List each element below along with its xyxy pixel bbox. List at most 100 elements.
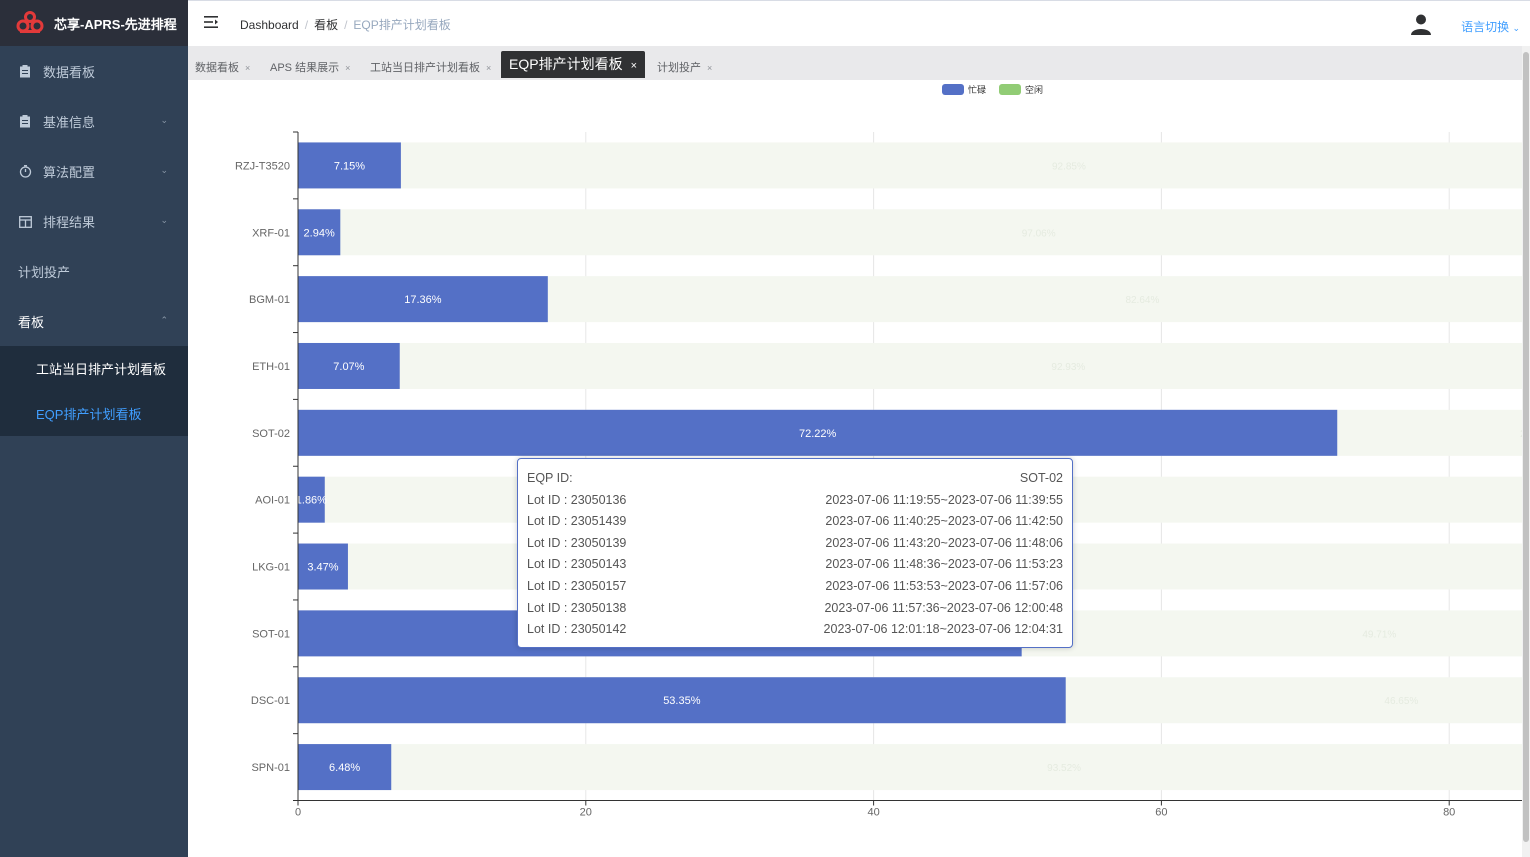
chart-label-busy: 7.15% xyxy=(334,160,365,172)
chart-bar-busy xyxy=(298,677,1066,724)
close-icon[interactable]: × xyxy=(345,63,351,73)
chart-x-tick-label: 60 xyxy=(1155,807,1167,819)
chart-category-label: AOI-01 xyxy=(255,495,290,507)
tooltip-lot-row: Lot ID : 23050157 2023-07-06 11:53:53~202… xyxy=(527,576,1063,598)
sidebar-item-plan-production[interactable]: 计划投产 xyxy=(0,246,188,296)
tag-label: APS 结果展示 xyxy=(270,62,340,74)
app-logo-icon xyxy=(16,11,44,33)
chart-bar-busy xyxy=(298,543,348,590)
sidebar-item-base-info[interactable]: 基准信息 ⌄ xyxy=(0,96,188,146)
chart-label-busy: 2.94% xyxy=(304,227,335,239)
scrollbar-thumb[interactable] xyxy=(1523,52,1529,842)
chart-bar-idle xyxy=(298,342,1522,389)
tag-data-board[interactable]: 数据看板 × xyxy=(195,59,250,75)
sidebar: 芯享-APRS-先进排程 数据看板 基准信息 ⌄ 算法配置 ⌄ 排程结果 ⌄ 计… xyxy=(0,0,188,857)
chart-x-tick-label: 0 xyxy=(295,807,301,819)
breadcrumb-item[interactable]: Dashboard xyxy=(240,18,299,32)
chart-label-busy: 3.47% xyxy=(307,562,338,574)
user-avatar-icon[interactable] xyxy=(1410,13,1432,35)
tags-view: 数据看板 × APS 结果展示 × 工站当日排产计划看板 × EQP排产计划看板 × 计… xyxy=(188,46,1522,80)
chart-category-label: XRF-01 xyxy=(252,227,290,239)
chart-bar-busy xyxy=(298,142,401,189)
tooltip-lot-time: 2023-07-06 12:01:18~2023-07-06 12:04:31 xyxy=(823,622,1063,637)
close-icon[interactable]: × xyxy=(707,63,713,73)
sidebar-item-label: 数据看板 xyxy=(43,64,96,80)
chart-bar-busy xyxy=(298,209,341,256)
language-switch[interactable]: 语言切换 ⌄ xyxy=(1461,18,1520,35)
page-scrollbar[interactable] xyxy=(1522,46,1530,857)
chart-label-busy: 53.35% xyxy=(663,695,701,707)
sidebar-item-label: 看板 xyxy=(18,314,45,330)
sidebar-item-algorithm-config[interactable]: 算法配置 ⌄ xyxy=(0,146,188,196)
tooltip-lot-id: Lot ID : 23050157 xyxy=(527,578,627,593)
chart-bar-busy xyxy=(298,744,392,791)
tooltip-lot-id: Lot ID : 23050136 xyxy=(527,492,627,507)
legend-swatch-idle xyxy=(999,84,1021,95)
close-icon[interactable]: × xyxy=(630,60,638,72)
tooltip-lot-id: Lot ID : 23050142 xyxy=(527,622,627,637)
sidebar-item-label: 计划投产 xyxy=(18,264,71,280)
chart-category-label: DSC-01 xyxy=(251,695,290,707)
tooltip-lot-row: Lot ID : 23050142 2023-07-06 12:01:18~202… xyxy=(527,619,1063,641)
calendar-icon xyxy=(18,214,32,228)
tooltip-lot-row: Lot ID : 23050139 2023-07-06 11:43:20~202… xyxy=(527,533,1063,555)
hamburger-icon[interactable] xyxy=(204,15,219,29)
breadcrumb-separator: / xyxy=(304,18,309,32)
chevron-up-icon: ⌃ xyxy=(160,315,168,325)
chart-label-idle: 46.65% xyxy=(1384,696,1418,707)
tooltip-lot-time: 2023-07-06 11:57:36~2023-07-06 12:00:48 xyxy=(824,600,1063,615)
clipboard-icon xyxy=(18,64,32,78)
chart-bar-busy xyxy=(298,409,1338,456)
tooltip-lot-row: Lot ID : 23050138 2023-07-06 11:57:36~202… xyxy=(527,598,1063,620)
tag-station-daily-board[interactable]: 工站当日排产计划看板 × xyxy=(370,59,491,75)
chevron-down-icon: ⌄ xyxy=(160,115,168,125)
sidebar-submenu-board: 工站当日排产计划看板 EQP排产计划看板 xyxy=(0,346,188,436)
clipboard-icon xyxy=(18,114,32,128)
chart-category-label: RZJ-T3520 xyxy=(235,160,290,172)
close-icon[interactable]: × xyxy=(245,63,251,73)
tooltip-lot-id: Lot ID : 23050139 xyxy=(527,535,627,550)
legend-swatch-busy xyxy=(942,84,964,95)
tooltip-lot-id: Lot ID : 23050143 xyxy=(527,557,627,572)
tag-label: 数据看板 xyxy=(195,62,239,74)
chart-label-idle: 49.71% xyxy=(1362,629,1396,640)
tag-eqp-board[interactable]: EQP排产计划看板 × xyxy=(501,51,646,78)
chart-tooltip: EQP ID: SOT-02 Lot ID : 23050136 2023-07-… xyxy=(517,458,1073,648)
breadcrumb-separator: / xyxy=(344,18,348,32)
tooltip-lot-row: Lot ID : 23051439 2023-07-06 11:40:25~202… xyxy=(527,511,1063,533)
tag-plan-production[interactable]: 计划投产 × xyxy=(657,59,712,75)
chart-label-idle: 93.52% xyxy=(1047,763,1081,774)
chart-label-busy: 17.36% xyxy=(404,294,442,306)
chart-label-busy: 6.48% xyxy=(329,762,360,774)
chart-bar-busy xyxy=(298,276,548,323)
chart-x-tick-label: 40 xyxy=(867,807,879,819)
tooltip-eqp-value: SOT-02 xyxy=(1019,471,1063,485)
legend-label-idle: 空闲 xyxy=(1025,84,1043,95)
tooltip-header-row: EQP ID: SOT-02 xyxy=(527,468,1063,490)
sidebar-item-schedule-result[interactable]: 排程结果 ⌄ xyxy=(0,196,188,246)
chart-bar-idle xyxy=(298,744,1522,791)
chart-label-idle: 82.64% xyxy=(1125,295,1159,306)
breadcrumb: Dashboard / 看板 / EQP排产计划看板 xyxy=(240,16,451,33)
chart-bar-busy xyxy=(298,476,325,523)
tooltip-lot-time: 2023-07-06 11:40:25~2023-07-06 11:42:50 xyxy=(825,514,1063,529)
chart-label-busy: 7.07% xyxy=(333,361,364,373)
tag-aps-result[interactable]: APS 结果展示 × xyxy=(270,59,350,75)
tooltip-lot-time: 2023-07-06 11:19:55~2023-07-06 11:39:55 xyxy=(825,492,1063,507)
close-icon[interactable]: × xyxy=(486,63,492,73)
sidebar-item-board[interactable]: 看板 ⌃ xyxy=(0,296,188,346)
chart-label-idle: 92.85% xyxy=(1052,161,1086,172)
sidebar-item-eqp-board[interactable]: EQP排产计划看板 xyxy=(36,407,142,422)
chart-category-label: SOT-01 xyxy=(252,628,290,640)
chart-label-busy: 72.22% xyxy=(799,428,837,440)
tooltip-lot-id: Lot ID : 23050138 xyxy=(527,600,627,615)
app-logo-bar[interactable]: 芯享-APRS-先进排程 xyxy=(0,0,188,46)
tag-label: 计划投产 xyxy=(657,62,701,74)
app-title: 芯享-APRS-先进排程 xyxy=(54,16,177,32)
tooltip-lot-time: 2023-07-06 11:43:20~2023-07-06 11:48:06 xyxy=(825,535,1063,550)
sidebar-item-data-board[interactable]: 数据看板 xyxy=(0,46,188,96)
chevron-down-icon: ⌄ xyxy=(1512,23,1520,33)
sidebar-item-station-daily-board[interactable]: 工站当日排产计划看板 xyxy=(36,362,167,377)
navbar: Dashboard / 看板 / EQP排产计划看板 语言切换 ⌄ xyxy=(188,0,1530,46)
chart-category-label: SPN-01 xyxy=(251,762,290,774)
